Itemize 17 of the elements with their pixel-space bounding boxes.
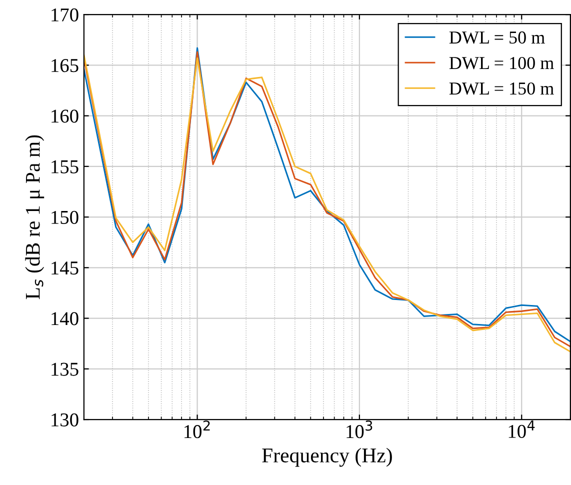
y-tick-label: 165 [52,59,78,72]
legend-label: DWL = 150 m [449,82,554,95]
y-axis-title: L$_{s}$ (dB re 1 μ Pa m) [25,135,44,300]
y-tick-label: 145 [52,262,78,275]
legend-label: DWL = 100 m [449,56,554,70]
y-tick-label: 140 [52,312,78,326]
y-tick-label: 135 [52,362,78,376]
x-tick-label: 10$^{4}$ [508,420,535,438]
y-tick-label: 130 [52,413,78,426]
y-tick-label: 155 [52,160,78,174]
y-tick-label: 160 [52,110,78,123]
y-tick-label: 150 [52,210,78,224]
x-tick-label: 10$^{3}$ [346,420,372,438]
legend-label: DWL = 50 m [449,31,545,44]
y-tick-label: 170 [52,8,78,22]
x-tick-label: 10$^{2}$ [184,420,210,438]
x-axis-title: Frequency (Hz) [262,448,392,467]
